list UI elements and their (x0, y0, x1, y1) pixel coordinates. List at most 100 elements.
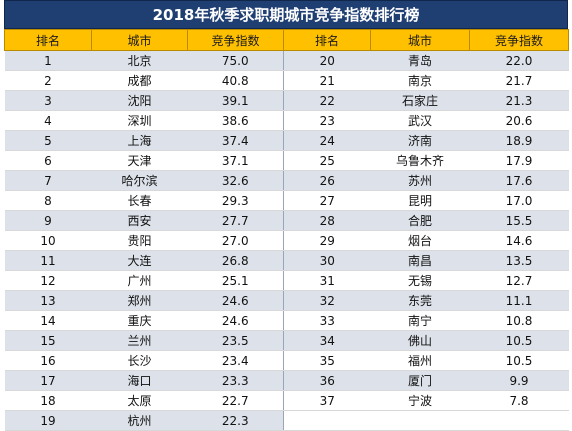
table-row: 8 长春 29.3 27 昆明 17.0 (4, 190, 569, 211)
right-index-cell: 18.9 (469, 130, 569, 151)
right-city-cell: 济南 (370, 130, 470, 151)
left-index-cell: 27.7 (187, 210, 284, 231)
left-city-cell: 哈尔滨 (91, 170, 188, 191)
right-city-cell: 苏州 (370, 170, 470, 191)
right-index-cell: 22.0 (469, 50, 569, 71)
right-index-cell: 10.8 (469, 310, 569, 331)
left-index-cell: 40.8 (187, 70, 284, 91)
left-index-cell: 29.3 (187, 190, 284, 211)
right-city-cell: 武汉 (370, 110, 470, 131)
left-index-cell: 24.6 (187, 310, 284, 331)
header-row: 排名 城市 竞争指数 排名 城市 竞争指数 (4, 29, 569, 51)
right-index-cell: 20.6 (469, 110, 569, 131)
right-rank-cell: 37 (283, 390, 371, 411)
left-index-cell: 75.0 (187, 50, 284, 71)
left-index-cell: 32.6 (187, 170, 284, 191)
left-city-cell: 广州 (91, 270, 188, 291)
right-index-cell: 15.5 (469, 210, 569, 231)
right-index-cell: 14.6 (469, 230, 569, 251)
left-index-cell: 27.0 (187, 230, 284, 251)
header-rank-left: 排名 (4, 29, 92, 51)
right-rank-cell (283, 410, 371, 431)
table-body: 1 北京 75.0 20 青岛 22.0 2 成都 40.8 21 南京 21.7 3 沈阳 39.1 22 石… (4, 50, 569, 431)
header-rank-right: 排名 (283, 29, 371, 51)
right-city-cell: 乌鲁木齐 (370, 150, 470, 171)
left-city-cell: 天津 (91, 150, 188, 171)
left-city-cell: 杭州 (91, 410, 188, 431)
right-rank-cell: 31 (283, 270, 371, 291)
left-rank-cell: 19 (4, 410, 92, 431)
right-city-cell: 南昌 (370, 250, 470, 271)
right-index-cell: 17.6 (469, 170, 569, 191)
left-index-cell: 24.6 (187, 290, 284, 311)
right-rank-cell: 23 (283, 110, 371, 131)
left-city-cell: 郑州 (91, 290, 188, 311)
right-index-cell: 13.5 (469, 250, 569, 271)
header-city-right: 城市 (370, 29, 470, 51)
left-rank-cell: 16 (4, 350, 92, 371)
right-index-cell: 12.7 (469, 270, 569, 291)
left-index-cell: 23.3 (187, 370, 284, 391)
header-city-left: 城市 (91, 29, 188, 51)
right-city-cell: 厦门 (370, 370, 470, 391)
table-row: 12 广州 25.1 31 无锡 12.7 (4, 270, 569, 291)
left-rank-cell: 5 (4, 130, 92, 151)
table-row: 13 郑州 24.6 32 东莞 11.1 (4, 290, 569, 311)
ranking-sheet: 2018年秋季求职期城市竞争指数排行榜 排名 城市 竞争指数 排名 城市 竞争指… (4, 0, 569, 431)
right-city-cell: 南宁 (370, 310, 470, 331)
right-rank-cell: 28 (283, 210, 371, 231)
left-rank-cell: 11 (4, 250, 92, 271)
right-index-cell: 10.5 (469, 350, 569, 371)
table-row: 4 深圳 38.6 23 武汉 20.6 (4, 110, 569, 131)
left-city-cell: 重庆 (91, 310, 188, 331)
right-rank-cell: 22 (283, 90, 371, 111)
right-city-cell: 无锡 (370, 270, 470, 291)
left-rank-cell: 12 (4, 270, 92, 291)
left-rank-cell: 9 (4, 210, 92, 231)
right-rank-cell: 32 (283, 290, 371, 311)
right-rank-cell: 25 (283, 150, 371, 171)
left-rank-cell: 15 (4, 330, 92, 351)
left-city-cell: 沈阳 (91, 90, 188, 111)
left-city-cell: 海口 (91, 370, 188, 391)
left-rank-cell: 3 (4, 90, 92, 111)
right-index-cell: 7.8 (469, 390, 569, 411)
right-rank-cell: 26 (283, 170, 371, 191)
right-rank-cell: 36 (283, 370, 371, 391)
right-index-cell (469, 410, 569, 431)
header-index-left: 竞争指数 (187, 29, 284, 51)
left-city-cell: 长春 (91, 190, 188, 211)
right-rank-cell: 20 (283, 50, 371, 71)
left-index-cell: 37.1 (187, 150, 284, 171)
table-row: 6 天津 37.1 25 乌鲁木齐 17.9 (4, 150, 569, 171)
left-index-cell: 23.4 (187, 350, 284, 371)
left-city-cell: 长沙 (91, 350, 188, 371)
table-row: 10 贵阳 27.0 29 烟台 14.6 (4, 230, 569, 251)
left-city-cell: 太原 (91, 390, 188, 411)
right-rank-cell: 30 (283, 250, 371, 271)
table-row: 9 西安 27.7 28 合肥 15.5 (4, 210, 569, 231)
left-city-cell: 成都 (91, 70, 188, 91)
table-row: 1 北京 75.0 20 青岛 22.0 (4, 50, 569, 71)
left-index-cell: 23.5 (187, 330, 284, 351)
right-index-cell: 21.3 (469, 90, 569, 111)
left-rank-cell: 6 (4, 150, 92, 171)
left-index-cell: 22.3 (187, 410, 284, 431)
left-rank-cell: 4 (4, 110, 92, 131)
right-index-cell: 17.9 (469, 150, 569, 171)
right-rank-cell: 21 (283, 70, 371, 91)
left-rank-cell: 7 (4, 170, 92, 191)
left-index-cell: 25.1 (187, 270, 284, 291)
left-city-cell: 北京 (91, 50, 188, 71)
table-row: 19 杭州 22.3 (4, 410, 569, 431)
right-rank-cell: 35 (283, 350, 371, 371)
right-rank-cell: 24 (283, 130, 371, 151)
left-index-cell: 26.8 (187, 250, 284, 271)
left-city-cell: 大连 (91, 250, 188, 271)
right-city-cell: 佛山 (370, 330, 470, 351)
left-city-cell: 兰州 (91, 330, 188, 351)
left-city-cell: 贵阳 (91, 230, 188, 251)
right-city-cell: 合肥 (370, 210, 470, 231)
right-index-cell: 9.9 (469, 370, 569, 391)
right-city-cell: 宁波 (370, 390, 470, 411)
